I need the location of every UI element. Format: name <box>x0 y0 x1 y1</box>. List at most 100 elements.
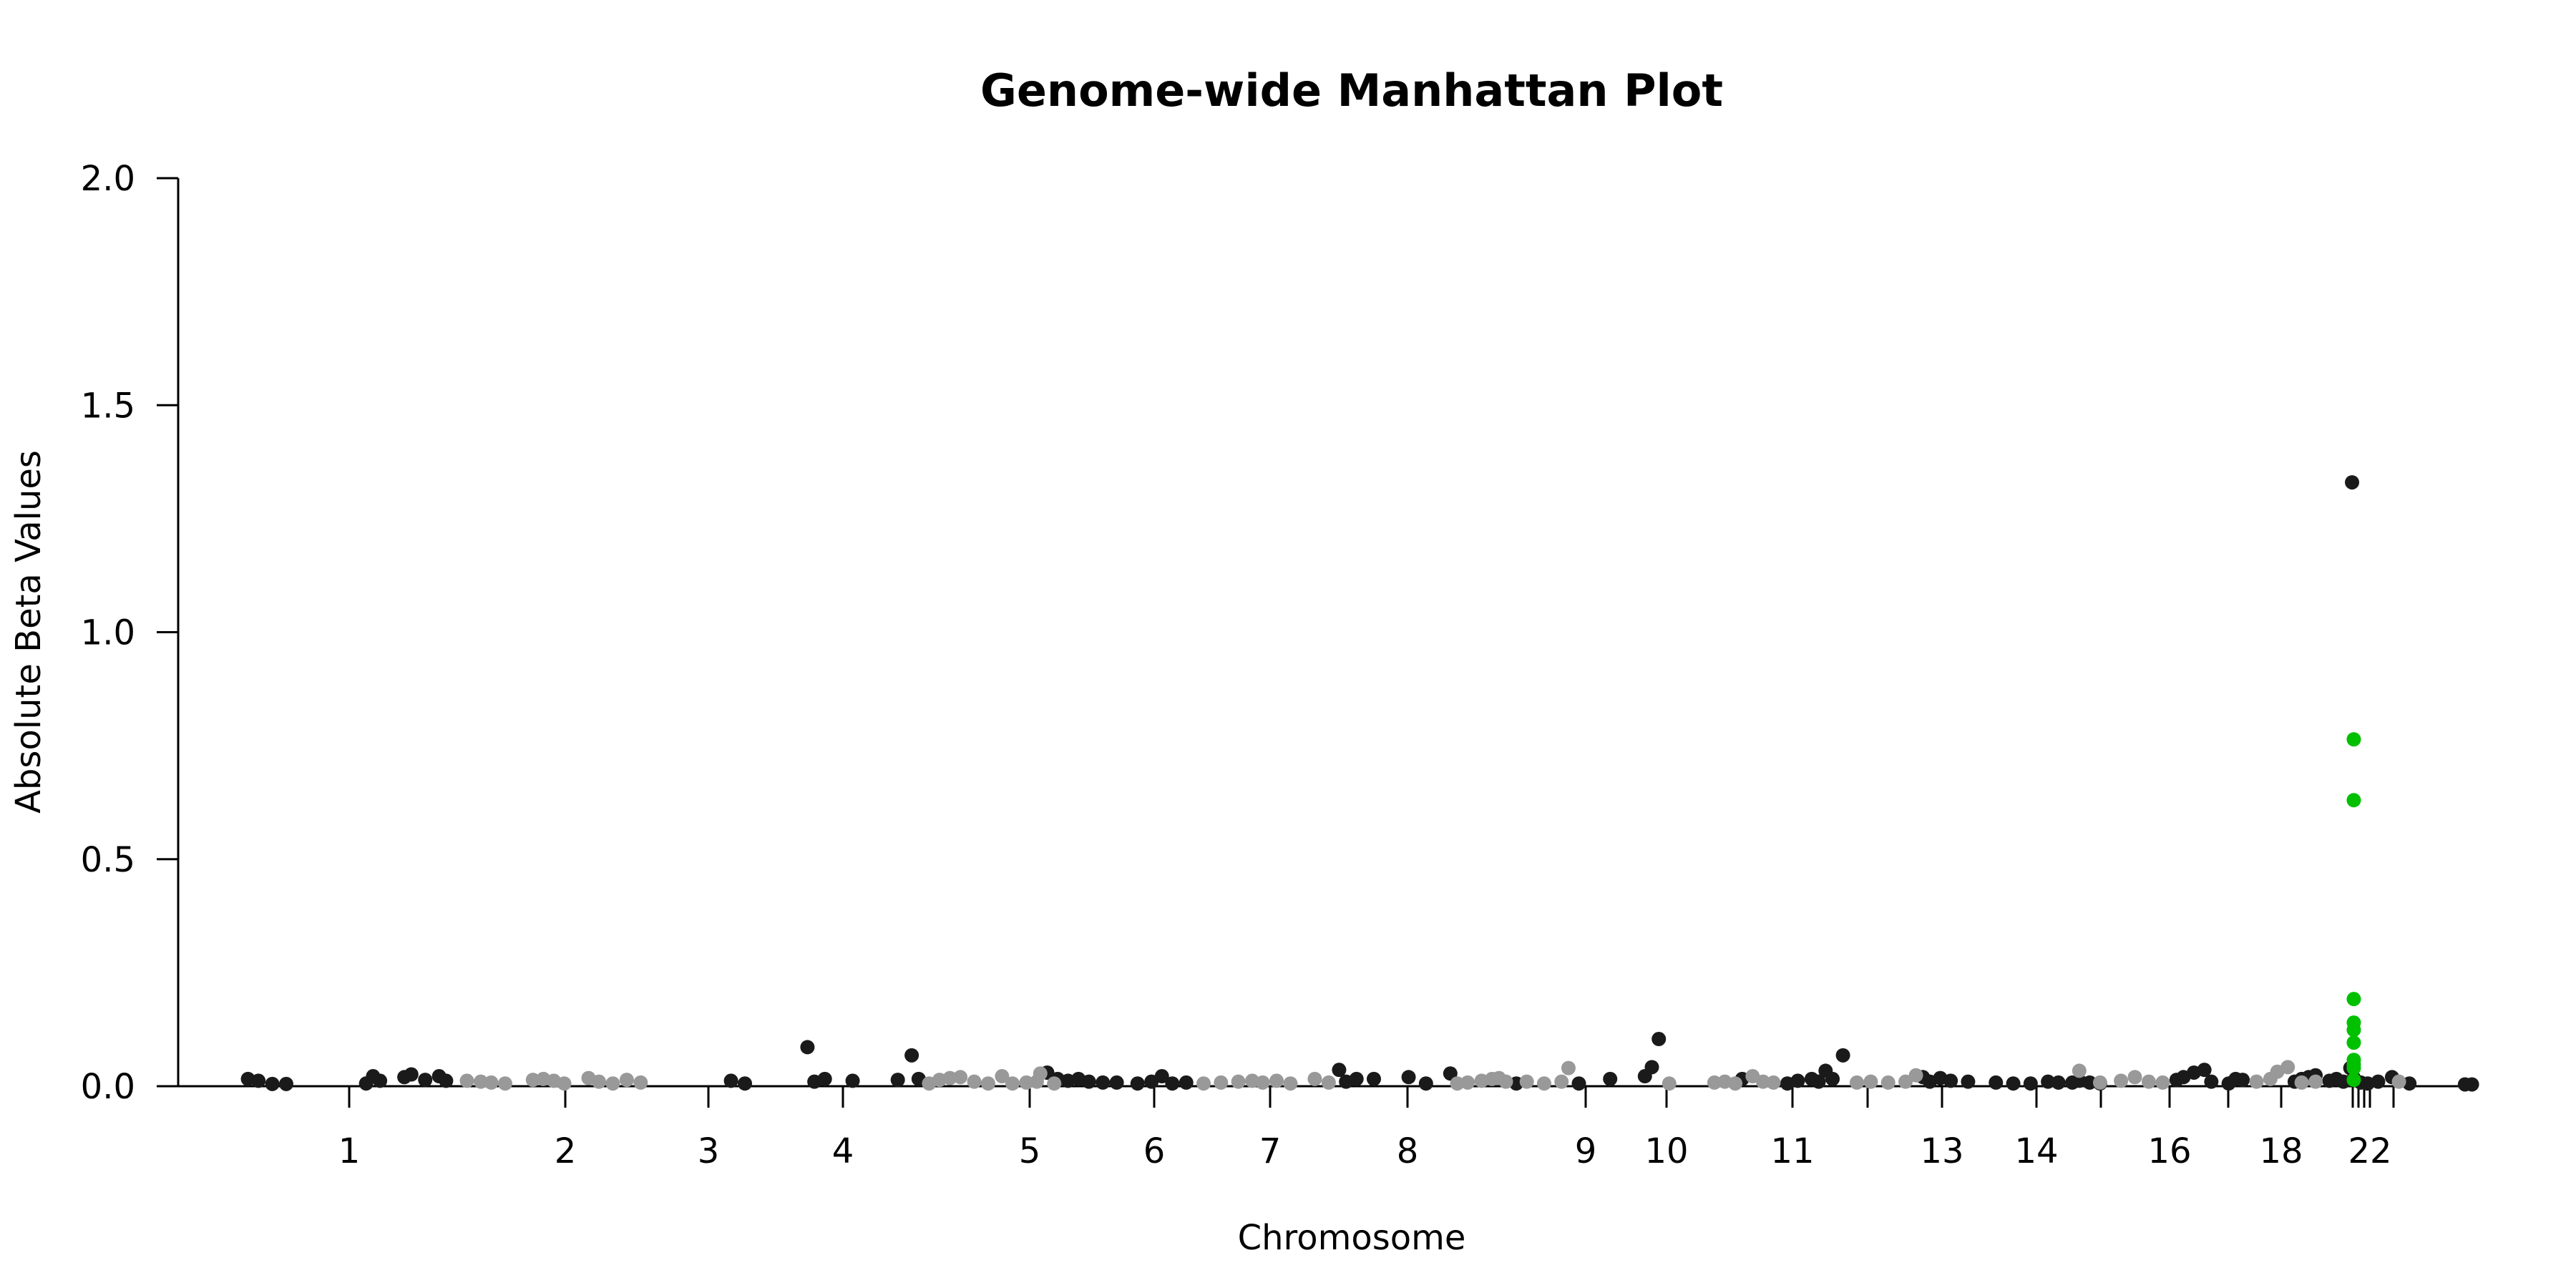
data-point <box>1961 1074 1976 1089</box>
x-axis-label: Chromosome <box>1238 1218 1466 1258</box>
data-point <box>2391 1074 2406 1089</box>
data-point <box>800 1040 815 1055</box>
data-point <box>1332 1063 1347 1078</box>
data-point <box>817 1071 832 1086</box>
data-point <box>278 1076 293 1091</box>
data-point <box>525 1073 540 1088</box>
data-point <box>2006 1076 2021 1091</box>
data-point <box>1652 1032 1667 1047</box>
highlighted-point <box>2346 1023 2361 1038</box>
x-tick-label: 16 <box>2147 1131 2191 1171</box>
data-point <box>1165 1076 1180 1091</box>
y-axis-ticks: 0.0 0.5 1.0 1.5 2.0 <box>81 159 178 1107</box>
data-point <box>1019 1075 1034 1090</box>
x-tick-label: 5 <box>1019 1131 1041 1171</box>
data-point <box>1231 1074 1246 1089</box>
data-point <box>1498 1074 1513 1089</box>
data-point <box>1755 1074 1770 1089</box>
data-point <box>2294 1075 2309 1090</box>
data-point <box>967 1074 982 1089</box>
data-point <box>1081 1074 1096 1089</box>
data-point <box>1908 1068 1923 1083</box>
data-point <box>1255 1075 1270 1090</box>
data-point <box>1047 1076 1062 1091</box>
data-point <box>2280 1060 2296 1075</box>
data-point <box>1662 1076 1677 1091</box>
x-tick-label: 2 <box>555 1131 577 1171</box>
data-points <box>240 475 2479 1092</box>
data-point <box>1571 1076 1586 1091</box>
highlighted-point <box>2346 1060 2361 1075</box>
data-point <box>1321 1075 1336 1090</box>
data-point <box>2092 1075 2107 1090</box>
data-point <box>1811 1074 1826 1089</box>
data-point <box>995 1069 1010 1084</box>
data-point <box>557 1076 572 1091</box>
data-point <box>1835 1048 1850 1063</box>
data-point <box>1179 1075 1194 1090</box>
data-point <box>1880 1075 1896 1090</box>
data-point <box>2041 1074 2056 1089</box>
data-point <box>1863 1074 1878 1089</box>
highlighted-point <box>2346 1035 2361 1050</box>
data-point <box>633 1075 648 1090</box>
data-point <box>1790 1073 1805 1088</box>
data-point <box>2371 1074 2386 1089</box>
x-tick-label: 7 <box>1259 1131 1282 1171</box>
data-point <box>953 1070 968 1085</box>
data-point <box>1707 1075 1722 1090</box>
data-point <box>2023 1076 2038 1091</box>
data-point <box>497 1076 512 1091</box>
data-point <box>738 1076 753 1091</box>
chart-title: Genome-wide Manhattan Plot <box>980 64 1723 117</box>
x-axis-ticks: 1 2 3 4 5 6 7 8 9 10 11 13 14 16 18 22 <box>338 1086 2395 1171</box>
data-point <box>2072 1063 2087 1078</box>
data-point <box>1130 1076 1145 1091</box>
data-point <box>1349 1071 1364 1086</box>
x-tick-label: 1 <box>338 1131 361 1171</box>
data-point <box>1766 1075 1781 1090</box>
y-tick-label: 0.0 <box>81 1067 135 1107</box>
data-point <box>1154 1069 1169 1084</box>
x-tick-label: 13 <box>1920 1131 1963 1171</box>
data-point <box>2204 1074 2219 1089</box>
highlighted-point <box>2346 793 2361 808</box>
data-point <box>1728 1076 1743 1091</box>
data-point <box>418 1073 433 1088</box>
data-point <box>265 1076 280 1091</box>
data-point <box>1443 1066 1458 1081</box>
x-tick-label: 11 <box>1770 1131 1814 1171</box>
x-tick-label: 6 <box>1143 1131 1166 1171</box>
data-point <box>1825 1071 1840 1086</box>
data-point <box>459 1073 474 1088</box>
data-point <box>1603 1071 1618 1086</box>
data-point <box>2345 475 2360 490</box>
data-point <box>1214 1075 1229 1090</box>
data-point <box>2249 1074 2264 1089</box>
data-point <box>2141 1074 2156 1089</box>
data-point <box>1644 1060 1659 1075</box>
x-tick-label: 4 <box>832 1131 854 1171</box>
data-point <box>1450 1076 1465 1091</box>
data-point <box>1460 1075 1475 1090</box>
data-point <box>2197 1063 2212 1078</box>
y-tick-label: 1.5 <box>81 386 135 426</box>
x-tick-label: 22 <box>2348 1131 2391 1171</box>
highlighted-point <box>2346 732 2361 747</box>
data-point <box>1269 1073 1284 1088</box>
data-point <box>439 1073 454 1088</box>
data-point <box>1536 1076 1551 1091</box>
data-point <box>2127 1070 2142 1085</box>
x-tick-label: 10 <box>1644 1131 1688 1171</box>
data-point <box>2464 1077 2479 1092</box>
data-point <box>473 1074 488 1089</box>
data-point <box>251 1073 266 1088</box>
data-point <box>1519 1074 1534 1089</box>
data-point <box>592 1074 607 1089</box>
data-point <box>1005 1076 1020 1091</box>
highlighted-point <box>2346 992 2361 1007</box>
data-point <box>2235 1073 2250 1088</box>
data-point <box>1196 1076 1211 1091</box>
y-tick-label: 0.5 <box>81 840 135 880</box>
